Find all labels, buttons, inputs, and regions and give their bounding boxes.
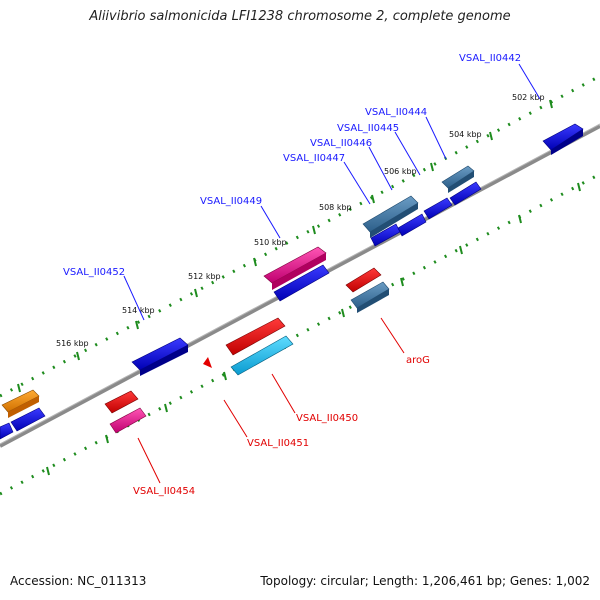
gene-VSAL_II0451[interactable]	[203, 357, 212, 368]
genome-summary-text: Topology: circular; Length: 1,206,461 bp…	[260, 574, 590, 588]
gene-VSAL_II0447[interactable]	[362, 195, 419, 238]
gene-VSAL_II0454-red[interactable]	[104, 390, 139, 414]
gene-label-VSAL_II0446[interactable]: VSAL_II0446	[310, 138, 372, 149]
gene-label-VSAL_II0450[interactable]: VSAL_II0450	[296, 413, 358, 424]
gene-VSAL_II0450-red[interactable]	[225, 317, 286, 356]
gene-label-VSAL_II0442[interactable]: VSAL_II0442	[459, 53, 521, 64]
gene-VSAL_II0442[interactable]	[542, 123, 584, 155]
gene-label-VSAL_II0449[interactable]: VSAL_II0449	[200, 196, 262, 207]
tick-label-504: 504 kbp	[449, 130, 482, 139]
outer-ruler-dots	[0, 74, 600, 398]
gene-label-VSAL_II0454[interactable]: VSAL_II0454	[133, 486, 195, 497]
gene-orange-edge[interactable]	[1, 389, 40, 418]
gene-label-VSAL_II0447[interactable]: VSAL_II0447	[283, 153, 345, 164]
gene-aroG-red[interactable]	[345, 267, 382, 293]
gene-VSAL_II0444[interactable]	[441, 165, 475, 193]
gene-VSAL_II0447b[interactable]	[370, 213, 427, 247]
gene-VSAL_II0446[interactable]	[423, 197, 453, 220]
tick-label-514: 514 kbp	[122, 306, 155, 315]
gene-blue-edge[interactable]	[0, 407, 46, 440]
gene-VSAL_II0452[interactable]	[131, 337, 189, 376]
outer-ruler-ticks	[17, 99, 553, 393]
gene-VSAL_II0445[interactable]	[449, 181, 482, 206]
gene-label-aroG[interactable]: aroG	[406, 355, 430, 366]
tick-label-502: 502 kbp	[512, 93, 545, 102]
gene-label-VSAL_II0444[interactable]: VSAL_II0444	[365, 107, 427, 118]
gene-label-VSAL_II0451[interactable]: VSAL_II0451	[247, 438, 309, 449]
inner-ruler-ticks	[46, 182, 581, 476]
leader-lines-forward	[123, 63, 541, 321]
tick-label-506: 506 kbp	[384, 167, 417, 176]
gene-aroG[interactable]	[350, 281, 390, 313]
tick-label-510: 510 kbp	[254, 238, 287, 247]
gene-label-VSAL_II0445[interactable]: VSAL_II0445	[337, 123, 399, 134]
tick-label-512: 512 kbp	[188, 272, 221, 281]
gene-label-VSAL_II0452[interactable]: VSAL_II0452	[63, 267, 125, 278]
accession-text: Accession: NC_011313	[10, 574, 147, 588]
gene-VSAL_II0454[interactable]	[109, 407, 147, 434]
gene-VSAL_II0449b[interactable]	[273, 264, 330, 302]
gene-VSAL_II0450[interactable]	[230, 335, 294, 376]
tick-label-508: 508 kbp	[319, 203, 352, 212]
gene-VSAL_II0449[interactable]	[263, 246, 327, 290]
leader-lines-reverse	[137, 317, 405, 484]
map-title: Aliivibrio salmonicida LFI1238 chromosom…	[89, 9, 511, 24]
tick-label-516: 516 kbp	[56, 339, 89, 348]
